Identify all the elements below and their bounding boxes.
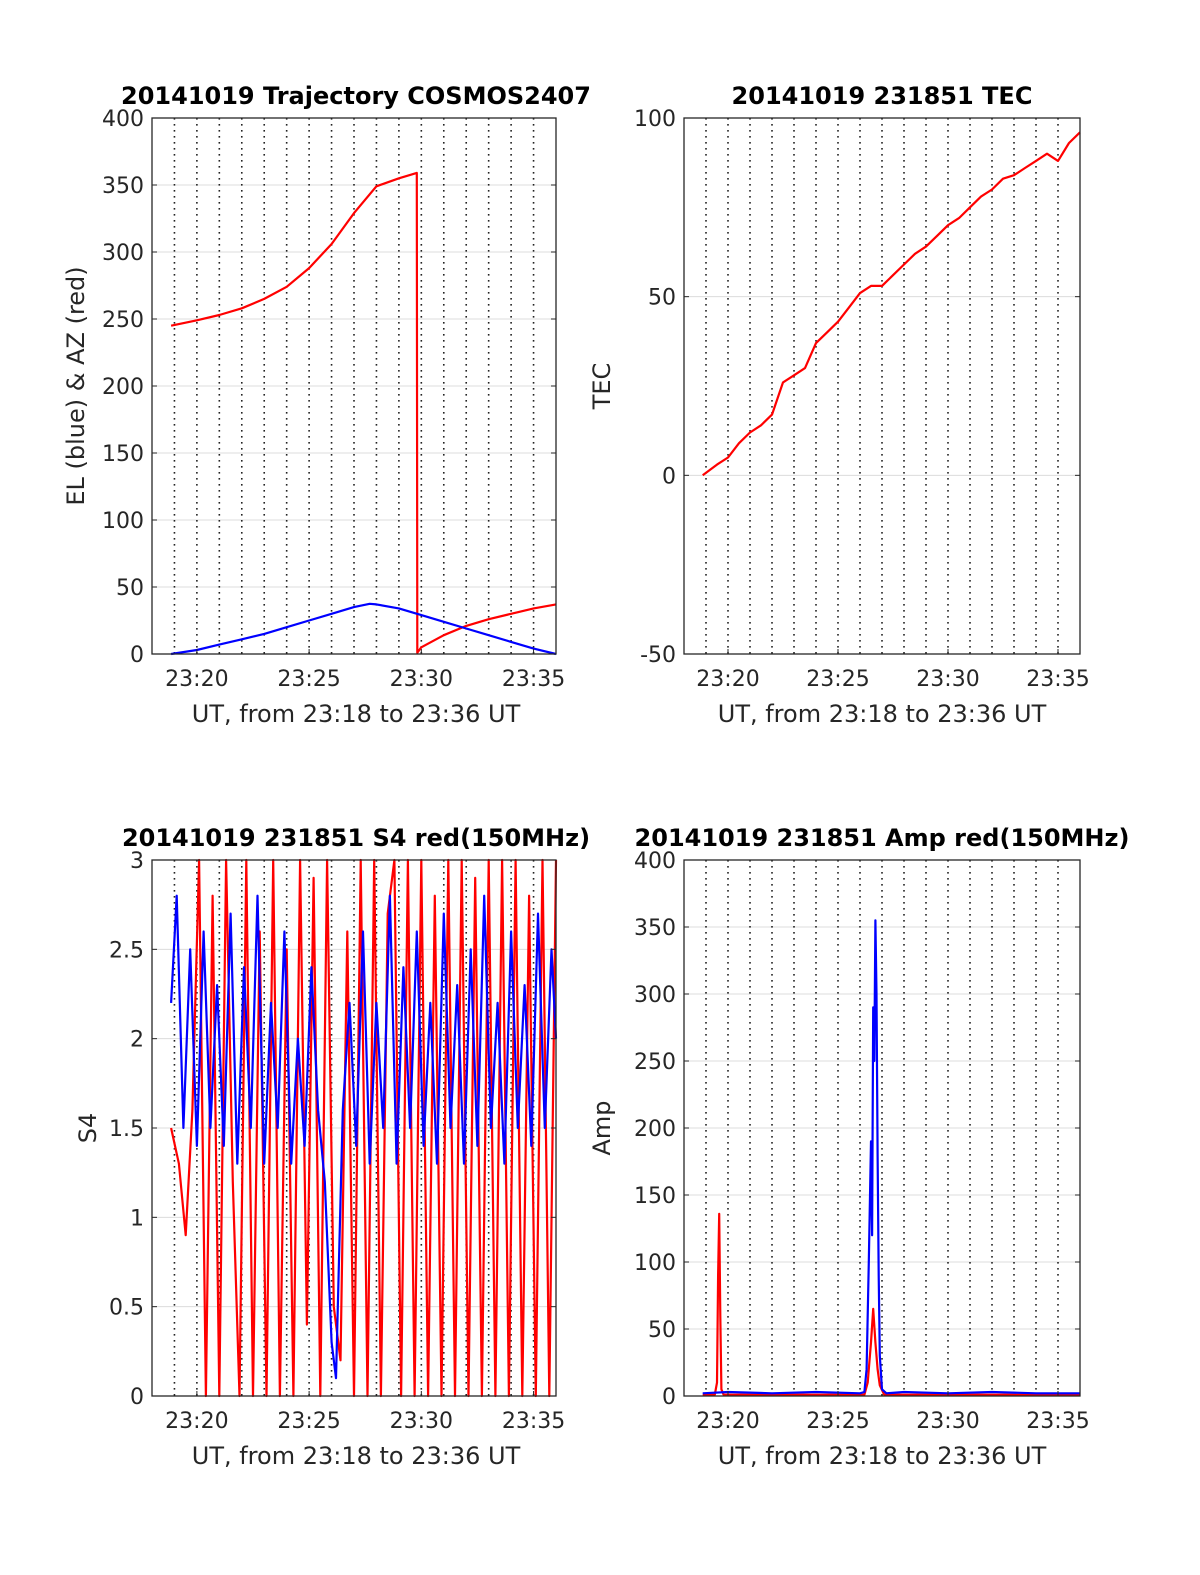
xtick-label-s4-0: 23:20 (165, 1409, 228, 1434)
title-trajectory: 20141019 Trajectory COSMOS2407 (121, 82, 591, 110)
ylabel-trajectory: EL (blue) & AZ (red) (62, 266, 90, 505)
ytick-label-trajectory-4: 200 (102, 375, 144, 400)
xlabel-amp: UT, from 23:18 to 23:36 UT (718, 1442, 1047, 1470)
ytick-label-amp-5: 250 (634, 1050, 676, 1075)
xtick-label-amp-3: 23:35 (1026, 1409, 1089, 1434)
panel-s4: 20141019 231851 S4 red(150MHz) UT, from … (74, 824, 590, 1470)
panel-amp: 20141019 231851 Amp red(150MHz) UT, from… (588, 824, 1129, 1470)
ytick-label-tec-1: 0 (662, 464, 676, 489)
xtick-label-amp-2: 23:30 (916, 1409, 979, 1434)
ytick-label-s4-1: 0.5 (109, 1296, 144, 1321)
title-tec: 20141019 231851 TEC (732, 82, 1033, 110)
ytick-label-tec-3: 100 (634, 107, 676, 132)
xtick-label-amp-1: 23:25 (806, 1409, 869, 1434)
ytick-label-trajectory-1: 50 (116, 576, 144, 601)
ylabel-amp: Amp (588, 1100, 616, 1155)
ytick-label-s4-0: 0 (130, 1385, 144, 1410)
ytick-label-trajectory-2: 100 (102, 509, 144, 534)
series-amp-1 (702, 919, 1080, 1395)
series-s4-0 (170, 858, 558, 1398)
ytick-label-amp-2: 100 (634, 1251, 676, 1276)
xtick-label-s4-3: 23:35 (502, 1409, 565, 1434)
xtick-label-tec-3: 23:35 (1026, 667, 1089, 692)
ytick-label-amp-3: 150 (634, 1184, 676, 1209)
panel-tec: 20141019 231851 TEC UT, from 23:18 to 23… (588, 82, 1090, 728)
ytick-label-amp-7: 350 (634, 916, 676, 941)
xtick-label-s4-2: 23:30 (390, 1409, 453, 1434)
ytick-label-trajectory-8: 400 (102, 107, 144, 132)
xtick-label-amp-0: 23:20 (696, 1409, 759, 1434)
series-tec-0 (702, 131, 1081, 477)
ytick-label-trajectory-5: 250 (102, 308, 144, 333)
title-amp: 20141019 231851 Amp red(150MHz) (635, 824, 1130, 852)
ytick-label-trajectory-7: 350 (102, 174, 144, 199)
ytick-label-amp-1: 50 (648, 1318, 676, 1343)
series-s4-1 (170, 894, 558, 1380)
series-trajectory-0 (170, 171, 557, 654)
xlabel-s4: UT, from 23:18 to 23:36 UT (192, 1442, 521, 1470)
ytick-label-trajectory-6: 300 (102, 241, 144, 266)
ytick-label-trajectory-0: 0 (130, 643, 144, 668)
xtick-label-s4-1: 23:25 (277, 1409, 340, 1434)
panel-trajectory: 20141019 Trajectory COSMOS2407 UT, from … (62, 82, 591, 728)
ytick-label-amp-4: 200 (634, 1117, 676, 1142)
ylabel-s4: S4 (74, 1113, 102, 1144)
series-trajectory-1 (170, 602, 557, 656)
ytick-label-amp-8: 400 (634, 849, 676, 874)
ytick-label-trajectory-3: 150 (102, 442, 144, 467)
axes-box-tec (683, 117, 1081, 655)
title-s4: 20141019 231851 S4 red(150MHz) (122, 824, 590, 852)
xtick-label-trajectory-3: 23:35 (502, 667, 565, 692)
xtick-label-trajectory-1: 23:25 (277, 667, 340, 692)
ytick-label-s4-6: 3 (130, 849, 144, 874)
ytick-label-s4-2: 1 (130, 1206, 144, 1231)
ytick-label-tec-0: -50 (640, 643, 676, 668)
xtick-label-tec-0: 23:20 (696, 667, 759, 692)
ytick-label-s4-3: 1.5 (109, 1117, 144, 1142)
ytick-label-amp-0: 0 (662, 1385, 676, 1410)
ytick-label-amp-6: 300 (634, 983, 676, 1008)
ytick-label-tec-2: 50 (648, 286, 676, 311)
series-amp-0 (702, 1212, 1080, 1396)
ytick-label-s4-5: 2.5 (109, 938, 144, 963)
xtick-label-trajectory-0: 23:20 (165, 667, 228, 692)
xtick-label-trajectory-2: 23:30 (390, 667, 453, 692)
xtick-label-tec-2: 23:30 (916, 667, 979, 692)
ytick-label-s4-4: 2 (130, 1028, 144, 1053)
xtick-label-tec-1: 23:25 (806, 667, 869, 692)
xlabel-tec: UT, from 23:18 to 23:36 UT (718, 700, 1047, 728)
xlabel-trajectory: UT, from 23:18 to 23:36 UT (192, 700, 521, 728)
ylabel-tec: TEC (588, 363, 616, 411)
